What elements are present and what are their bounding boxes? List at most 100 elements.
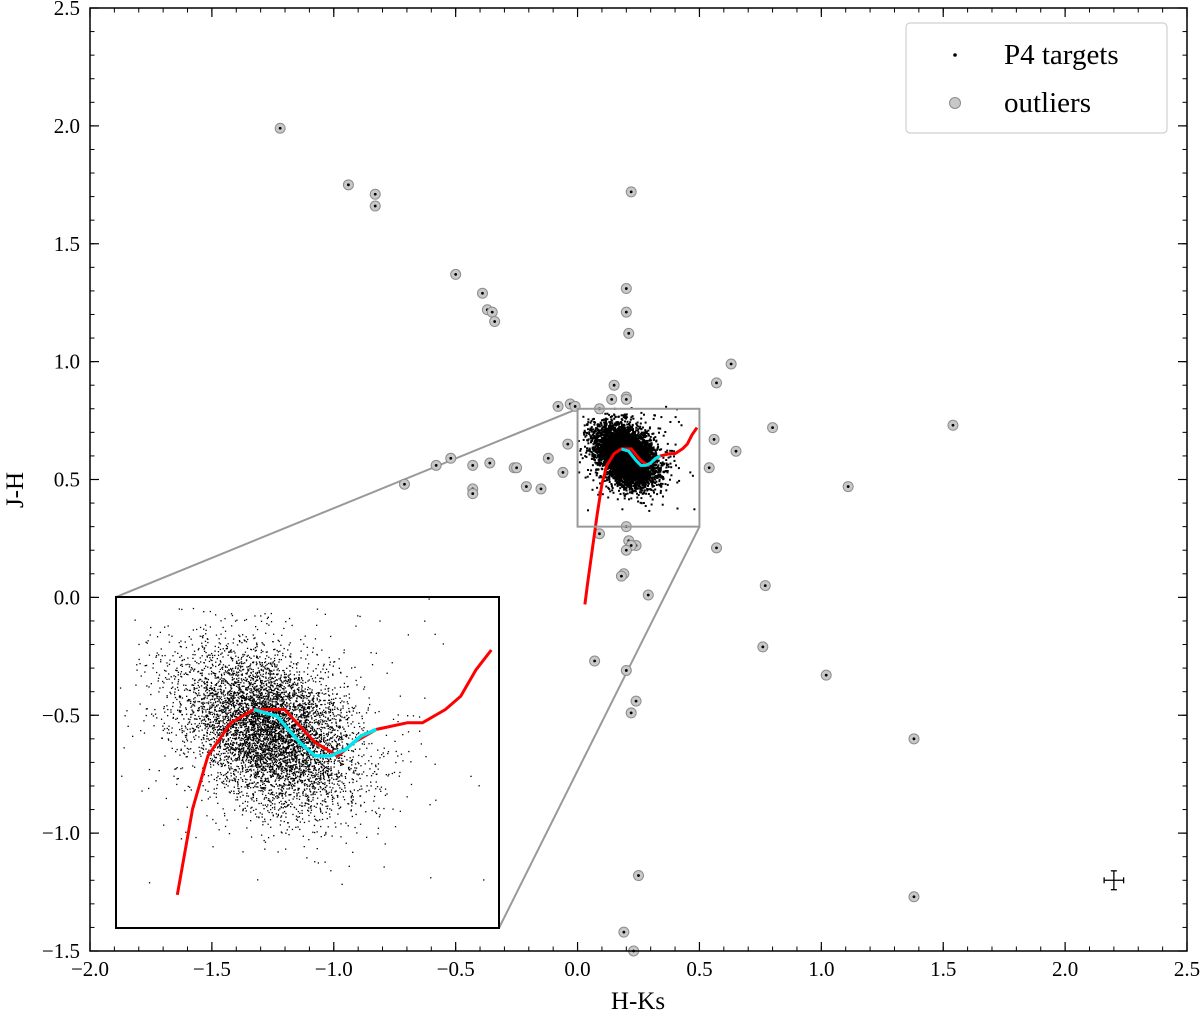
zoom-connector-lower [498, 526, 701, 929]
p4-target-point [650, 439, 653, 442]
p4-target-point [640, 428, 643, 430]
p4-target-point [607, 467, 610, 470]
p4-target-point [596, 423, 599, 426]
p4-target-point [616, 485, 619, 488]
p4-target-point [641, 478, 644, 481]
p4-target-point [617, 439, 620, 442]
p4-target-point [614, 470, 617, 473]
p4-target-point [595, 474, 598, 477]
p4-target-point [609, 431, 612, 434]
p4-target-point [658, 448, 661, 451]
p4-target-point [588, 449, 591, 452]
p4-target-point [603, 425, 606, 428]
p4-target-point [630, 485, 633, 488]
p4-target-point [656, 476, 659, 479]
p4-target-point [604, 461, 607, 464]
p4-target-point [657, 445, 660, 448]
p4-target-point [633, 432, 636, 435]
p4-target-point [642, 447, 645, 450]
p4-target-point [648, 476, 651, 478]
p4-target-point [665, 462, 668, 465]
p4-target-point [620, 422, 623, 425]
p4-target-point [590, 426, 593, 429]
p4-target-point [611, 472, 614, 475]
p4-target-point [632, 430, 635, 433]
p4-target-point [652, 417, 655, 420]
p4-target-point [625, 417, 627, 420]
p4-target-point [620, 475, 622, 478]
p4-target-point [669, 421, 672, 423]
p4-target-point [637, 437, 640, 440]
p4-target-point [588, 447, 591, 450]
p4-target-point [669, 462, 672, 465]
p4-target-point [585, 451, 588, 454]
p4-target-point [636, 440, 639, 443]
p4-target-point [608, 488, 611, 491]
p4-target-point [610, 475, 613, 478]
p4-target-point [638, 435, 641, 438]
p4-target-point [626, 485, 629, 488]
p4-target-point [600, 429, 603, 432]
p4-target-point [597, 493, 600, 496]
p4-target-point [592, 479, 595, 482]
p4-target-point [643, 456, 646, 459]
zoom-connector-lines [115, 407, 701, 929]
p4-target-point [689, 471, 692, 474]
p4-target-point [594, 445, 597, 448]
p4-target-point [625, 486, 628, 489]
p4-target-point [582, 438, 585, 441]
p4-target-point [590, 430, 593, 433]
p4-target-point [587, 442, 590, 445]
p4-target-point [639, 501, 642, 504]
p4-target-point [666, 471, 669, 474]
p4-target-point [659, 467, 662, 470]
p4-target-point [666, 442, 669, 445]
p4-target-point [660, 416, 663, 419]
p4-target-point [649, 439, 651, 442]
p4-target-point [630, 483, 632, 486]
p4-target-point [640, 481, 643, 484]
p4-target-point [589, 473, 592, 475]
p4-target-point [584, 435, 587, 438]
p4-target-point [594, 461, 597, 464]
p4-target-point [608, 421, 611, 424]
p4-target-point [645, 435, 648, 438]
p4-target-point [639, 491, 641, 494]
p4-target-point [669, 449, 672, 452]
p4-target-point [662, 434, 665, 437]
p4-target-point [648, 509, 651, 512]
p4-target-point [624, 493, 627, 496]
p4-target-point [649, 471, 652, 474]
p4-target-point [595, 461, 598, 464]
p4-target-point [625, 437, 627, 440]
p4-target-point [609, 416, 612, 418]
p4-target-point [624, 415, 627, 418]
p4-target-point [651, 498, 654, 501]
p4-target-point [616, 478, 619, 481]
p4-target-point [635, 426, 638, 429]
p4-target-point [653, 438, 655, 441]
p4-target-point [618, 478, 621, 481]
p4-target-point [615, 474, 618, 477]
p4-target-point [614, 469, 617, 472]
p4-target-point [637, 482, 640, 485]
p4-target-point [597, 449, 600, 452]
p4-target-point [636, 474, 639, 477]
p4-target-point [605, 419, 607, 422]
p4-target-point [601, 419, 603, 422]
p4-target-point [624, 420, 626, 423]
p4-target-point [664, 431, 667, 433]
p4-target-point [606, 478, 609, 481]
p4-target-point [622, 492, 625, 495]
p4-target-point [638, 427, 641, 430]
p4-target-point [623, 494, 626, 497]
p4-target-point [586, 431, 589, 434]
p4-target-point [601, 446, 604, 449]
p4-target-point [605, 485, 608, 488]
p4-target-point [649, 438, 652, 441]
p4-target-point [588, 431, 591, 434]
p4-target-point [657, 483, 660, 486]
p4-target-point [654, 481, 657, 484]
p4-target-point [625, 476, 628, 479]
p4-target-point [587, 421, 590, 424]
